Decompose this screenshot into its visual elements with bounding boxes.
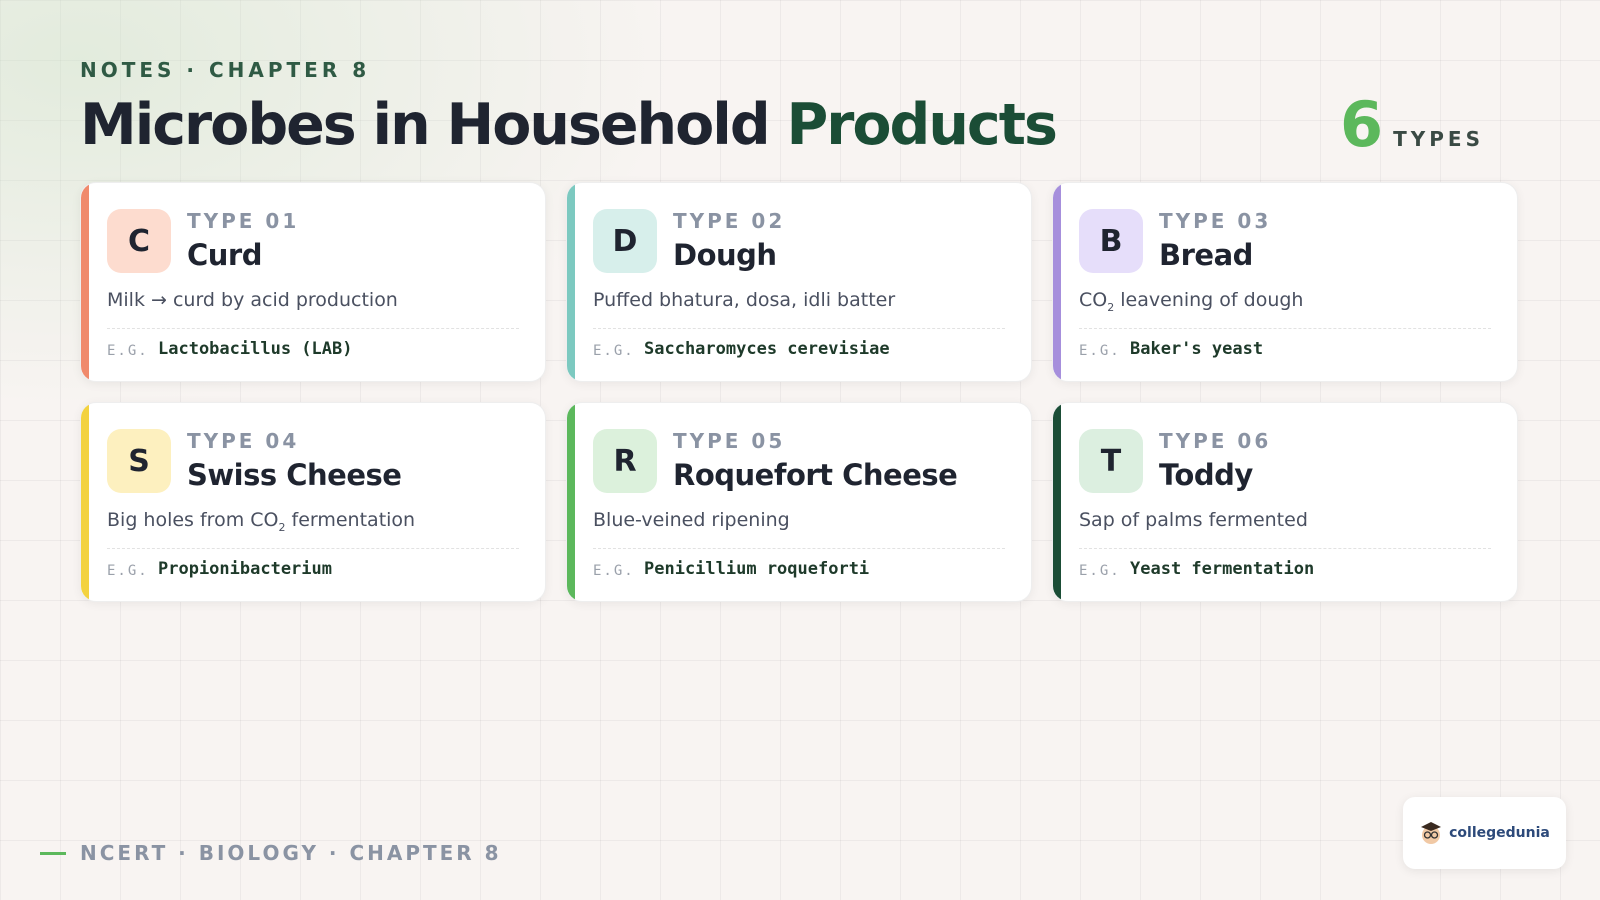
example-label: E.G.	[1079, 343, 1121, 359]
card-description: Puffed bhatura, dosa, idli batter	[593, 289, 895, 311]
example-label: E.G.	[1079, 563, 1121, 579]
card-badge: D	[593, 209, 657, 273]
card-badge: B	[1079, 209, 1143, 273]
example-label: E.G.	[107, 343, 149, 359]
title-accent: Products	[786, 92, 1057, 158]
card-accent	[81, 183, 89, 381]
example: Penicillium roqueforti	[644, 559, 870, 579]
example: Saccharomyces cerevisiae	[644, 339, 890, 359]
card-badge: C	[107, 209, 171, 273]
card-type-label: TYPE 05	[673, 429, 786, 453]
example-label: E.G.	[593, 563, 635, 579]
card-name: Curd	[187, 238, 263, 272]
description-text: Puffed bhatura, dosa, idli batter	[593, 289, 896, 311]
description-text: Sap of palms fermented	[1079, 509, 1308, 531]
example: Propionibacterium	[158, 559, 332, 579]
card-type-label: TYPE 06	[1159, 429, 1272, 453]
card-type-label: TYPE 02	[673, 209, 786, 233]
card-divider	[107, 328, 519, 329]
count: 6 TYPES	[1340, 88, 1484, 161]
logo-text: collegedunia	[1449, 825, 1550, 841]
subscript: 2	[1107, 300, 1115, 314]
card-type-label: TYPE 01	[187, 209, 300, 233]
card-divider	[593, 548, 1005, 549]
card: C TYPE 01 Curd Milk → curd by acid producti…	[80, 182, 546, 382]
example: Yeast fermentation	[1130, 559, 1315, 579]
footer-label: NCERT · BIOLOGY · CHAPTER 8	[80, 841, 502, 865]
card-accent	[567, 183, 575, 381]
card: R TYPE 05 Roquefort Cheese Blue-veined ripe…	[566, 402, 1032, 602]
example-label: E.G.	[593, 343, 635, 359]
card: B TYPE 03 Bread CO2 leavening of dough E.G. B…	[1052, 182, 1518, 382]
card-divider	[1079, 548, 1491, 549]
card-divider	[1079, 328, 1491, 329]
card-accent	[1053, 183, 1061, 381]
card-description: Blue-veined ripening	[593, 509, 790, 531]
logo-icon	[1421, 822, 1442, 844]
card-type-label: TYPE 03	[1159, 209, 1272, 233]
card-accent	[567, 403, 575, 601]
card: D TYPE 02 Dough Puffed bhatura, dosa, idli …	[566, 182, 1032, 382]
card-name: Roquefort Cheese	[673, 458, 958, 492]
card-name: Toddy	[1159, 458, 1253, 492]
card: S TYPE 04 Swiss Cheese Big holes from CO2 f…	[80, 402, 546, 602]
card-badge: S	[107, 429, 171, 493]
card: T TYPE 06 Toddy Sap of palms fermented E.G. Y…	[1052, 402, 1518, 602]
count-label: TYPES	[1393, 127, 1484, 151]
card-divider	[107, 548, 519, 549]
description-text: Big holes from CO	[107, 509, 279, 531]
title: Microbes in Household Products	[80, 92, 1058, 158]
card-description: Big holes from CO2 fermentation	[107, 509, 415, 534]
card-divider	[593, 328, 1005, 329]
card-description: Sap of palms fermented	[1079, 509, 1308, 531]
card-name: Dough	[673, 238, 777, 272]
subscript: 2	[278, 520, 286, 534]
description-text: Milk → curd by acid production	[107, 289, 398, 311]
eyebrow: NOTES · CHAPTER 8	[80, 58, 371, 82]
count-number: 6	[1340, 88, 1384, 161]
card-description: CO2 leavening of dough	[1079, 289, 1303, 314]
card-accent	[81, 403, 89, 601]
description-text: fermentation	[285, 509, 416, 531]
description-text: CO	[1079, 289, 1108, 311]
example: Lactobacillus (LAB)	[158, 339, 353, 359]
footer-dash	[40, 851, 66, 855]
card-name: Bread	[1159, 238, 1253, 272]
title-main: Microbes in Household	[80, 92, 771, 158]
example-label: E.G.	[107, 563, 149, 579]
example: Baker's yeast	[1130, 339, 1264, 359]
description-text: Blue-veined ripening	[593, 509, 790, 531]
card-accent	[1053, 403, 1061, 601]
card-type-label: TYPE 04	[187, 429, 300, 453]
card-badge: R	[593, 429, 657, 493]
footer: NCERT · BIOLOGY · CHAPTER 8	[40, 841, 502, 865]
card-name: Swiss Cheese	[187, 458, 402, 492]
logo: collegedunia	[1403, 797, 1566, 869]
card-badge: T	[1079, 429, 1143, 493]
description-text: leavening of dough	[1114, 289, 1304, 311]
card-description: Milk → curd by acid production	[107, 289, 398, 311]
